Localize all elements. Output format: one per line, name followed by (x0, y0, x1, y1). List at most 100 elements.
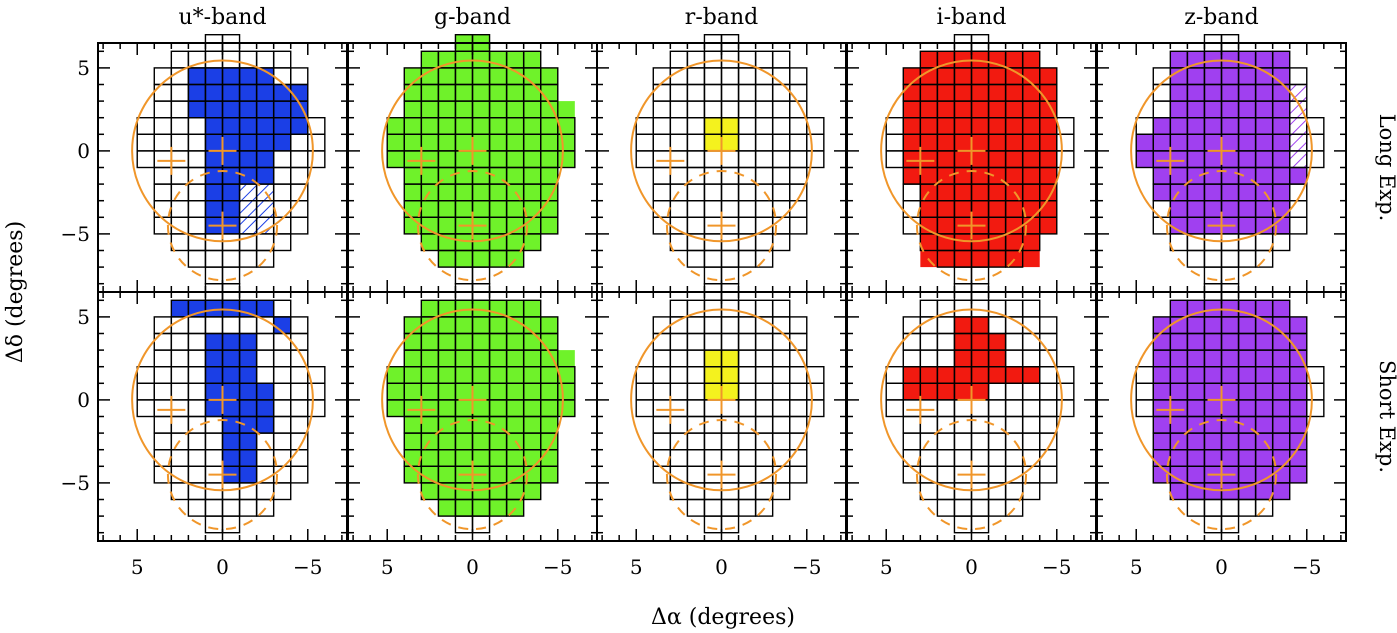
grid-cell (902, 432, 922, 451)
grid-cell (771, 83, 791, 102)
grid-cell (652, 399, 672, 418)
grid-cell (987, 498, 1007, 517)
panel-4-0 (1096, 34, 1347, 293)
grid-cell (686, 349, 706, 368)
grid-cell (1021, 382, 1041, 401)
grid-cell (635, 116, 654, 135)
grid-cell (290, 399, 309, 418)
grid-cell (437, 249, 457, 268)
grid-cell (754, 50, 774, 69)
grid-cell (686, 150, 706, 169)
grid-cell (720, 498, 740, 517)
filled-cells-row (404, 316, 558, 334)
filled-cells-row (1153, 399, 1307, 417)
grid-cell (789, 150, 808, 169)
grid-cell (686, 366, 706, 385)
grid-cell (806, 382, 825, 401)
grid-cell (187, 432, 207, 451)
grid-cell (153, 150, 173, 169)
grid-cell (187, 465, 207, 484)
grid-cell (187, 498, 207, 517)
grid-cell (953, 498, 973, 517)
filled-cells-row (387, 150, 575, 168)
filled-cells-row (903, 383, 989, 400)
grid-cell (652, 366, 672, 385)
grid-cell (737, 67, 757, 86)
x-tick-label: 0 (466, 555, 479, 579)
grid-cell (720, 415, 740, 434)
grid-cell (953, 399, 973, 418)
grid-cell (1203, 266, 1223, 285)
filled-cells-row (404, 67, 558, 85)
grid-cell (153, 349, 173, 368)
grid-cell (936, 316, 956, 335)
grid-cell (1306, 382, 1325, 401)
overlay-circle (1130, 59, 1313, 243)
grid-cell (703, 166, 723, 185)
grid-cell (686, 133, 706, 152)
filled-cells-row (1153, 333, 1307, 351)
grid-cell (771, 482, 791, 501)
grid-cell (290, 216, 309, 235)
filled-cells-row (1170, 101, 1290, 118)
grid-cell (420, 482, 440, 501)
grid-cell (1271, 233, 1291, 252)
grid-cell (153, 183, 173, 202)
grid-cell (754, 399, 774, 418)
grid-cell (669, 399, 689, 418)
grid-cell (902, 183, 922, 202)
x-tick-label: −5 (543, 555, 572, 579)
grid-cell (936, 449, 956, 468)
x-tick-label: 0 (965, 555, 978, 579)
overlay-circle (1130, 308, 1313, 492)
grid-cell (686, 67, 706, 86)
grid-cell (936, 349, 956, 368)
grid-cell (919, 399, 939, 418)
x-tick-label: 0 (1215, 555, 1228, 579)
grid-cell (737, 432, 757, 451)
grid-cell (187, 199, 207, 218)
filled-cells-row (404, 333, 558, 351)
grid-cell (1220, 266, 1240, 285)
grid-cell (221, 249, 241, 268)
grid-cell (987, 382, 1007, 401)
grid-cell (1004, 482, 1024, 501)
grid-cell (635, 150, 654, 169)
grid-cell (987, 399, 1007, 418)
grid-cell (136, 366, 155, 385)
grid-cell (272, 349, 292, 368)
grid-cell (737, 100, 757, 119)
grid-cell (669, 166, 689, 185)
grid-cell (720, 67, 740, 86)
filled-cells-row (903, 84, 1057, 102)
grid-cell (307, 399, 326, 418)
grid-cell (737, 116, 757, 135)
grid-cell (1021, 482, 1041, 501)
grid-cell (919, 349, 939, 368)
grid-cell (1056, 399, 1075, 418)
grid-cell (290, 366, 309, 385)
grid-cell (187, 150, 207, 169)
filled-cells-row (903, 167, 1057, 185)
grid-cell (1056, 133, 1075, 152)
grid-cell (789, 332, 808, 351)
grid-cell (635, 382, 654, 401)
grid-cell (720, 166, 740, 185)
filled-cells-row (387, 134, 575, 151)
grid-cell (771, 166, 791, 185)
grid-cell (290, 465, 309, 484)
grid-cell (153, 166, 173, 185)
overlay-circle (630, 308, 813, 492)
filled-cells-row (1153, 383, 1307, 400)
filled-cells-row (903, 134, 1057, 151)
grid-cell (737, 316, 757, 335)
grid-cell (936, 249, 956, 268)
grid-cell (789, 166, 808, 185)
grid-cell (754, 349, 774, 368)
grid-cell (170, 382, 190, 401)
filled-cells-row (387, 399, 575, 417)
grid-cell (272, 382, 292, 401)
y-axis-label: Δδ (degrees) (3, 221, 28, 363)
grid-cell (1289, 67, 1308, 86)
grid-cell (936, 432, 956, 451)
